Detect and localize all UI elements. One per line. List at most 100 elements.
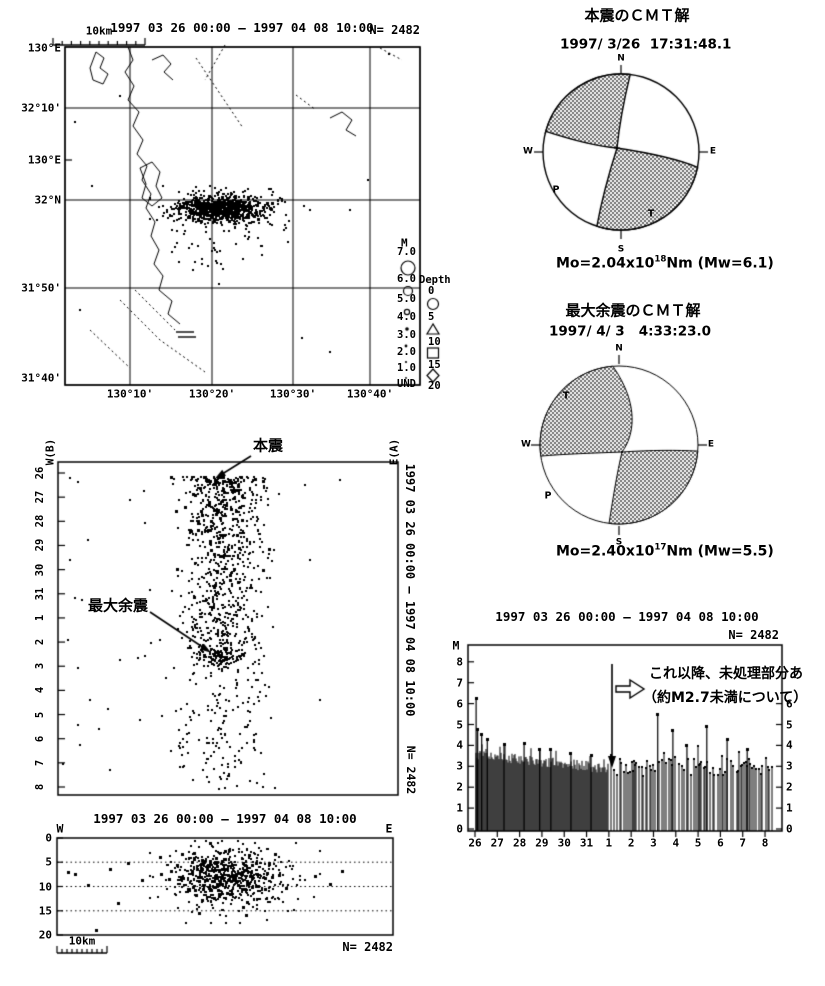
- magnitude-time-date-tick-label: 31: [579, 836, 594, 850]
- depth-legend-item: 20: [428, 379, 441, 392]
- t-axis-label: T: [562, 390, 570, 402]
- depth-section-west-label: W: [56, 821, 64, 836]
- depth-tick-label: 15: [38, 904, 52, 918]
- depth-tick-label: 5: [45, 855, 52, 869]
- compass-west-label: W: [523, 146, 533, 157]
- magnitude-right-tick-label: 2: [786, 780, 793, 794]
- moment-exponent: 17: [654, 542, 667, 553]
- magnitude-left-tick-label: 7: [456, 676, 463, 690]
- depth-section-east-label: E: [385, 821, 393, 836]
- unprocessed-note-line2: （約M2.7未満について）: [643, 690, 808, 706]
- largest-aftershock-annotation: 最大余震: [88, 596, 149, 615]
- compass-north-label: N: [615, 343, 623, 354]
- cmt-mainshock-datetime: 1997/ 3/26 17:31:48.1: [560, 36, 732, 53]
- map-lon-tick-label: 130°20': [188, 387, 236, 401]
- magnitude-time-date-tick-label: 3: [650, 836, 657, 850]
- map-lat-tick-label: 130°E: [27, 153, 61, 167]
- magnitude-right-tick-label: 4: [786, 738, 793, 752]
- map-lat-tick-label: 31°40': [21, 371, 61, 385]
- magnitude-axis-label: M: [452, 638, 460, 653]
- magnitude-right-tick-label: 0: [786, 822, 793, 836]
- magnitude-left-tick-label: 4: [456, 738, 463, 752]
- spacetime-date-tick-label: 3: [33, 663, 46, 670]
- depth-section-scalebar-label: 10km: [68, 934, 96, 948]
- magnitude-legend-item: 2.0: [397, 345, 416, 358]
- p-axis-label: P: [544, 490, 552, 502]
- spacetime-date-tick-label: 27: [33, 490, 46, 504]
- p-axis-label: P: [552, 184, 560, 196]
- moment-suffix: Nm (Mw=5.5): [666, 543, 774, 560]
- spacetime-date-tick-label: 28: [33, 514, 46, 528]
- t-axis-label: T: [647, 208, 655, 220]
- magnitude-time-date-tick-label: 4: [672, 836, 680, 850]
- depth-legend-header: Depth: [419, 273, 451, 286]
- moment-prefix: Mo=2.04x10: [556, 255, 655, 272]
- spacetime-title: 1997 03 26 00:00 — 1997 04 08 10:00: [403, 463, 417, 717]
- depth-section-title: 1997 03 26 00:00 — 1997 04 08 10:00: [93, 810, 357, 826]
- magnitude-right-tick-label: 6: [786, 697, 793, 711]
- cmt-mainshock-moment: Mo=2.04x1018Nm (Mw=6.1): [556, 254, 774, 272]
- cmt-aftershock-title: 最大余震のＣＭＴ解: [565, 301, 701, 320]
- magnitude-time-title: 1997 03 26 00:00 — 1997 04 08 10:00: [495, 608, 759, 624]
- magnitude-legend-header: M: [401, 236, 408, 250]
- magnitude-left-tick-label: 2: [456, 780, 463, 794]
- moment-exponent: 18: [654, 254, 667, 265]
- spacetime-west-corner-label: W(B): [43, 438, 57, 466]
- cmt-aftershock-datetime: 1997/ 4/ 3 4:33:23.0: [549, 323, 712, 340]
- magnitude-left-tick-label: 6: [456, 697, 463, 711]
- map-event-count: N= 2482: [369, 23, 420, 37]
- depth-tick-label: 10: [38, 880, 52, 893]
- spacetime-date-tick-label: 2: [33, 638, 46, 646]
- spacetime-date-tick-label: 1: [33, 614, 46, 622]
- cmt-mainshock-title: 本震のＣＭＴ解: [584, 6, 690, 25]
- spacetime-date-tick-label: 29: [33, 539, 46, 552]
- spacetime-event-count: N= 2482: [403, 745, 418, 795]
- magnitude-legend-item: 4.0: [397, 310, 416, 323]
- magnitude-time-date-tick-label: 8: [761, 836, 769, 850]
- spacetime-date-tick-label: 4: [33, 687, 46, 694]
- map-lon-tick-label: 130°30': [269, 387, 317, 401]
- map-lon-tick-label: 130°40': [346, 387, 394, 401]
- magnitude-time-date-tick-label: 5: [694, 836, 702, 850]
- magnitude-left-tick-label: 3: [456, 759, 463, 773]
- map-lon-tick-label: 130°10': [106, 387, 154, 401]
- compass-east-label: E: [707, 439, 715, 450]
- depth-legend-item: 10: [428, 335, 441, 348]
- compass-north-label: N: [617, 53, 625, 64]
- magnitude-left-tick-label: 5: [456, 718, 463, 731]
- unprocessed-note-line1: これ以降、未処理部分あ: [649, 666, 803, 682]
- depth-legend-item: 5: [428, 310, 435, 323]
- cmt-aftershock-moment: Mo=2.40x1017Nm (Mw=5.5): [556, 542, 774, 560]
- compass-south-label: S: [615, 537, 623, 548]
- magnitude-legend-item: UND: [397, 377, 416, 390]
- spacetime-date-tick-label: 31: [33, 587, 46, 601]
- magnitude-legend-item: 6.0: [397, 272, 416, 285]
- spacetime-date-tick-label: 26: [33, 466, 46, 480]
- compass-south-label: S: [617, 244, 625, 255]
- magnitude-time-date-tick-label: 1: [605, 836, 613, 850]
- moment-prefix: Mo=2.40x10: [556, 543, 655, 560]
- magnitude-time-date-tick-label: 27: [490, 836, 504, 850]
- magnitude-time-date-tick-label: 26: [468, 836, 482, 850]
- magnitude-legend-item: 7.0: [397, 245, 416, 258]
- spacetime-date-tick-label: 6: [33, 735, 46, 742]
- depth-legend-item: 0: [428, 284, 435, 297]
- spacetime-date-tick-label: 8: [33, 783, 46, 791]
- magnitude-legend-item: 3.0: [397, 328, 416, 341]
- depth-legend-item: 15: [428, 358, 441, 371]
- magnitude-left-tick-label: 0: [456, 822, 463, 836]
- map-lat-tick-label: 32°10': [21, 101, 61, 115]
- spacetime-date-tick-label: 5: [33, 711, 46, 718]
- compass-east-label: E: [709, 146, 717, 157]
- magnitude-legend-item: 5.0: [397, 292, 416, 305]
- magnitude-right-tick-label: 5: [786, 718, 793, 731]
- magnitude-left-tick-label: 1: [456, 801, 463, 815]
- depth-tick-label: 0: [45, 831, 52, 845]
- magnitude-time-date-tick-label: 6: [717, 836, 724, 850]
- magnitude-time-date-tick-label: 2: [627, 836, 635, 850]
- magnitude-right-tick-label: 1: [786, 801, 793, 815]
- magnitude-legend-item: 1.0: [397, 361, 416, 374]
- magnitude-time-date-tick-label: 29: [535, 836, 549, 850]
